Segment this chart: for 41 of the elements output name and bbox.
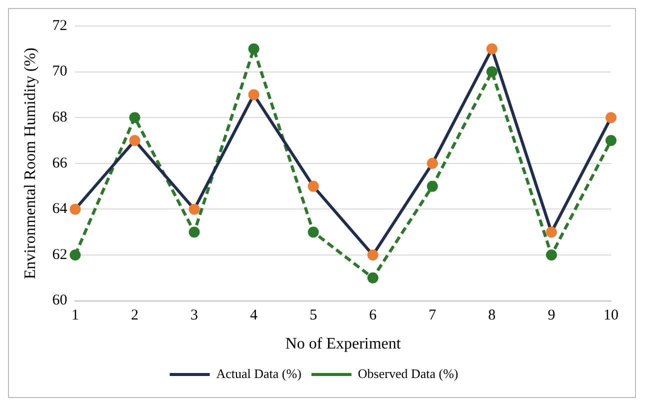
y-tick-label: 64: [52, 201, 68, 218]
x-tick-label: 5: [310, 308, 318, 324]
x-tick-label: 7: [428, 308, 437, 324]
legend-label: Actual Data (%): [216, 366, 302, 381]
point: [606, 112, 616, 124]
point: [188, 204, 200, 215]
legend-label: Observed Data (%): [358, 366, 458, 381]
point: [606, 135, 616, 146]
y-axis-title: Environmental Room Humidity (%): [22, 48, 39, 280]
y-tick-label: 70: [52, 64, 68, 80]
point: [367, 272, 378, 284]
x-tick-label: 1: [71, 308, 79, 324]
x-axis-title: No of Experiment: [285, 336, 402, 353]
point: [546, 250, 557, 260]
x-tick-label: 9: [548, 308, 556, 324]
point: [426, 180, 438, 192]
point: [70, 204, 81, 215]
point: [70, 250, 81, 260]
x-tick-label: 6: [369, 308, 378, 324]
point: [248, 89, 260, 100]
point: [129, 135, 140, 146]
point: [426, 158, 438, 169]
point: [308, 180, 319, 192]
point: [367, 250, 378, 260]
point: [248, 43, 260, 54]
y-tick-label: 66: [52, 155, 68, 172]
y-tick-label: 68: [52, 110, 68, 126]
y-tick-label: 62: [52, 246, 68, 263]
point: [486, 66, 498, 78]
y-tick-label: 60: [52, 292, 68, 309]
point: [129, 112, 140, 124]
point: [308, 226, 319, 238]
x-tick-label: 3: [190, 308, 198, 324]
x-tick-label: 2: [130, 308, 138, 324]
point: [188, 226, 200, 238]
y-tick-label: 72: [52, 18, 68, 34]
x-tick-label: 4: [250, 308, 258, 324]
point: [486, 43, 498, 54]
point: [546, 226, 557, 238]
x-tick-label: 8: [488, 308, 496, 324]
x-tick-label: 10: [604, 308, 618, 324]
